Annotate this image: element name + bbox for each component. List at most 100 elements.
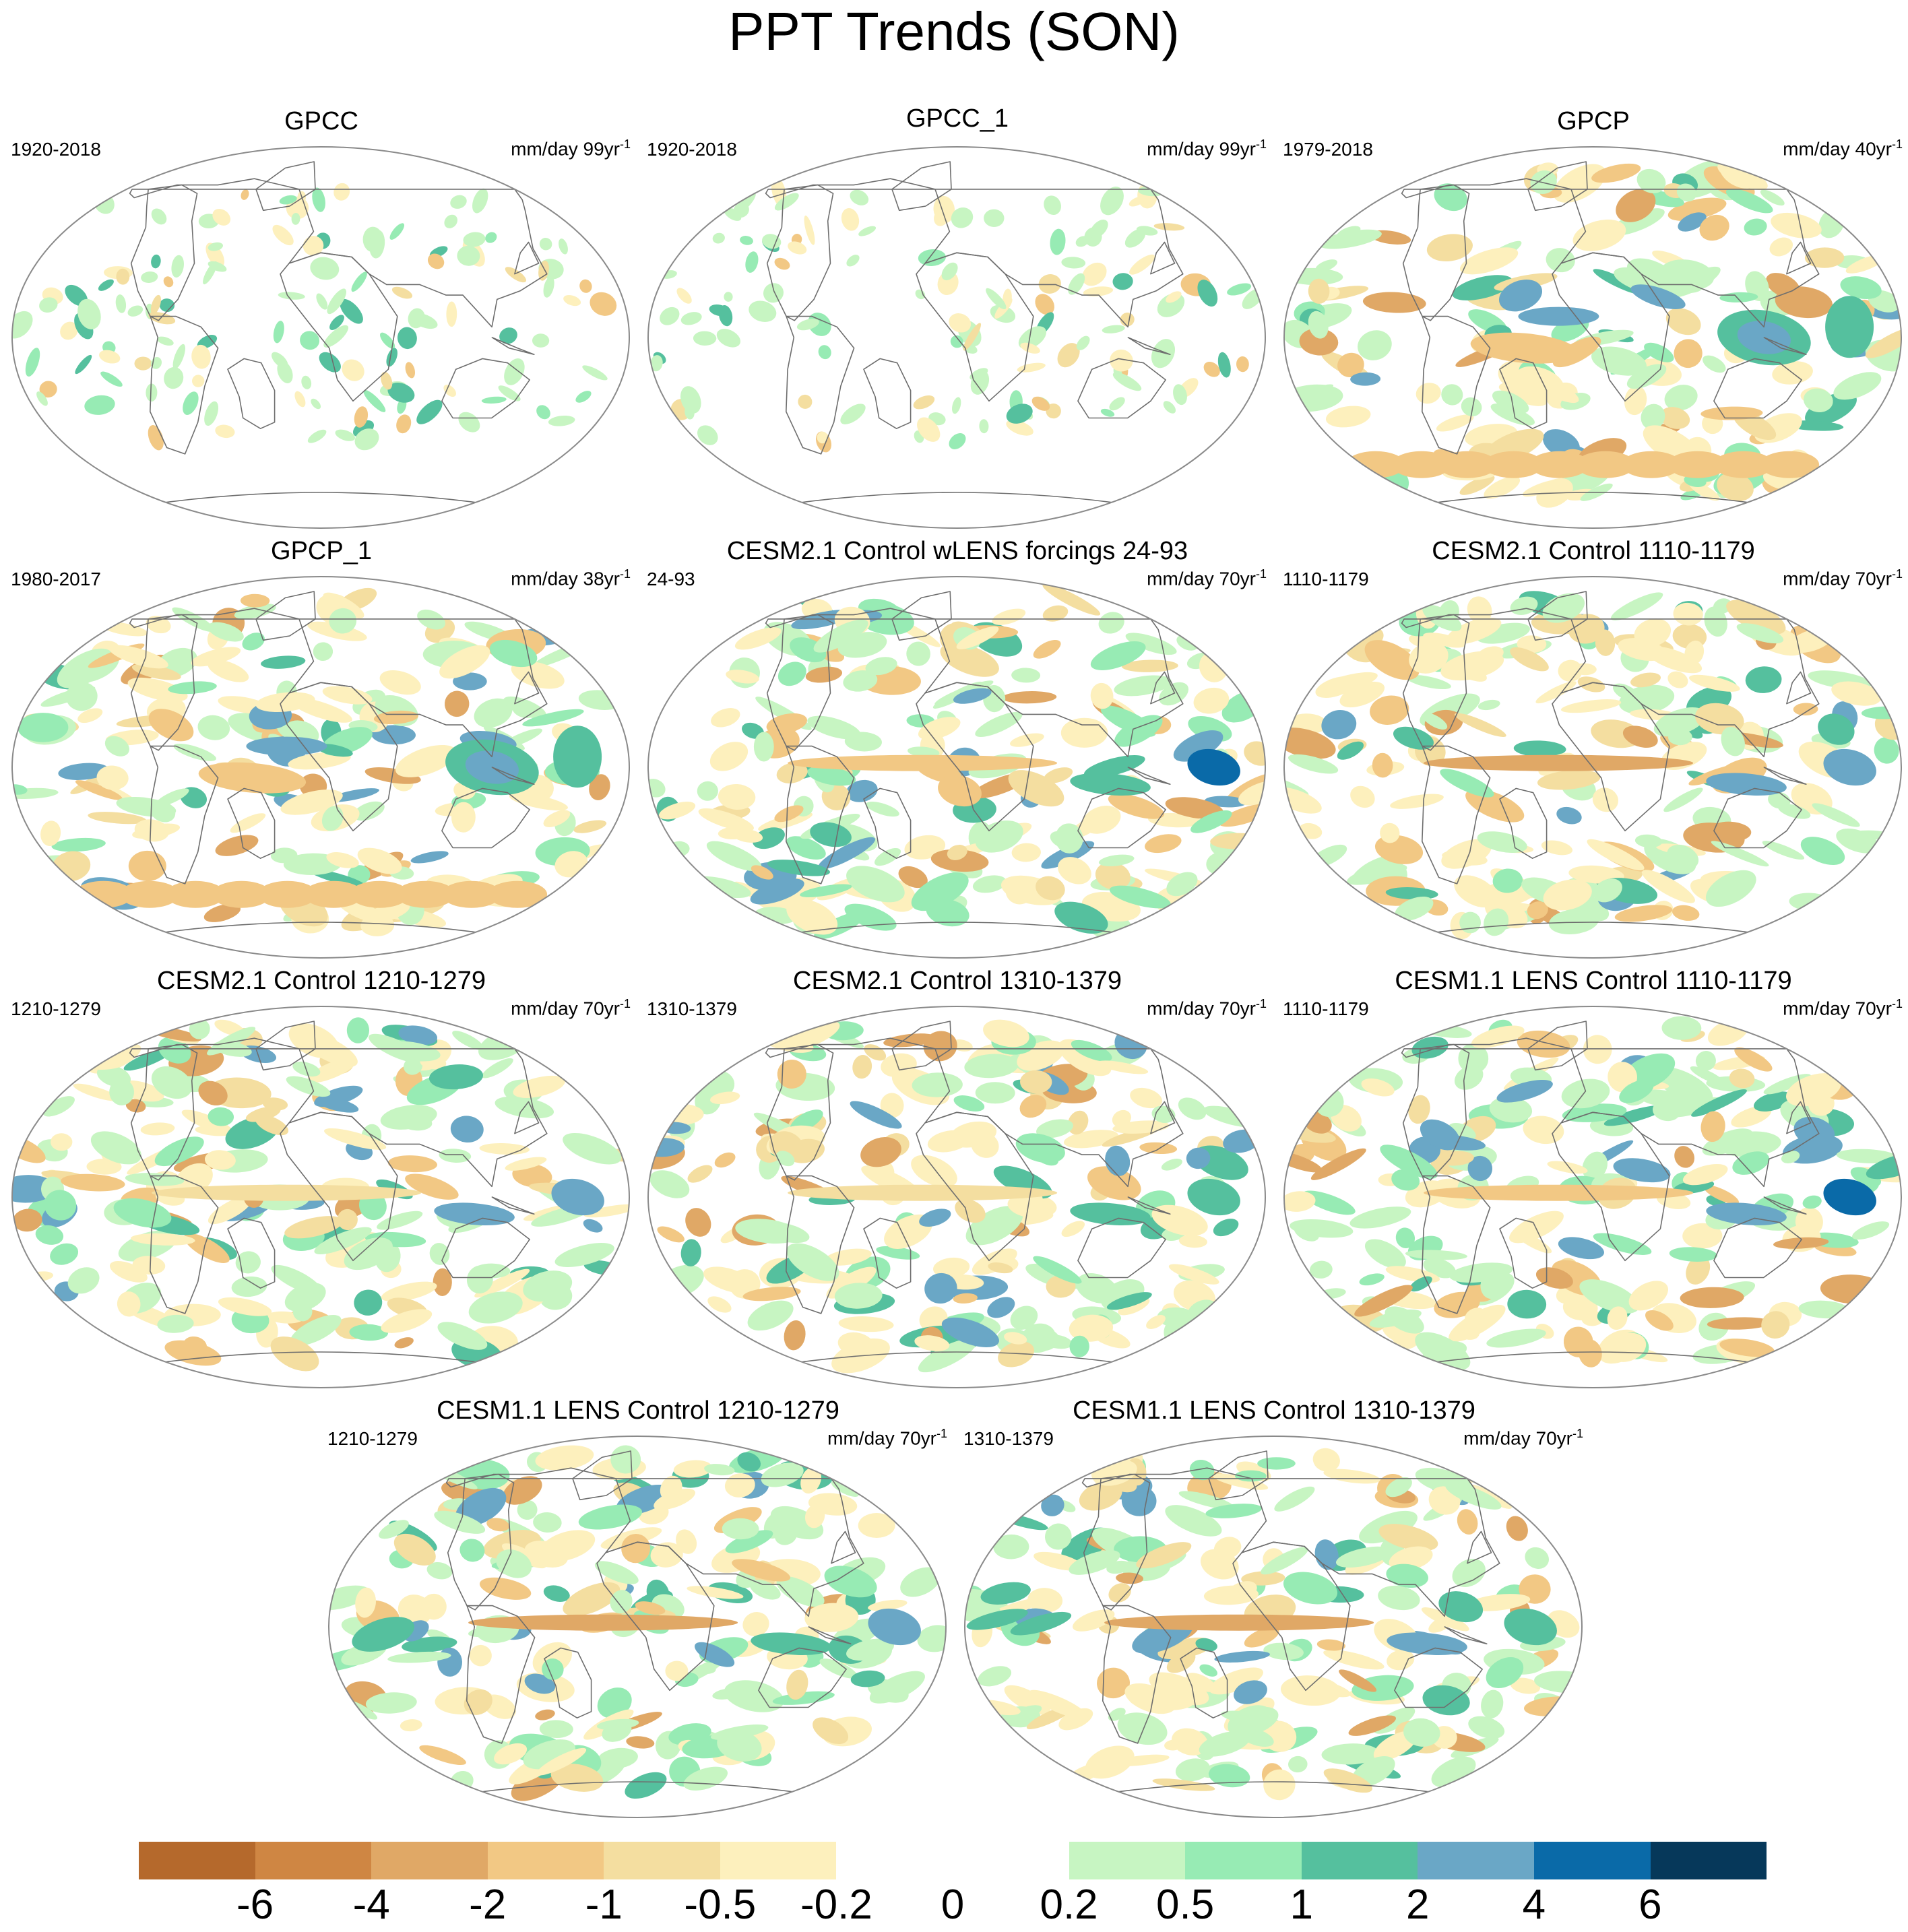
trend-contour (758, 812, 813, 832)
trend-contour (1323, 1768, 1372, 1793)
trend-contour (1661, 1016, 1702, 1040)
trend-contour (1227, 283, 1252, 296)
trend-contour (554, 1243, 614, 1267)
trend-contour (1165, 797, 1224, 819)
trend-contour (1166, 291, 1182, 303)
trend-contour (489, 639, 538, 668)
coastline (1402, 614, 1470, 751)
trend-contour (1548, 909, 1599, 934)
trend-contour (1630, 284, 1686, 309)
trend-contour (1812, 803, 1860, 827)
trend-contour (1325, 406, 1371, 428)
trend-contour (1308, 311, 1329, 339)
trend-contour (1011, 843, 1041, 862)
trend-contour (1067, 1110, 1089, 1135)
map-border (964, 1436, 1583, 1818)
panel-units-exponent: -1 (1891, 997, 1903, 1010)
map-frame (647, 575, 1267, 959)
trend-contour (444, 690, 470, 717)
trend-contour (865, 657, 897, 676)
trend-contour (132, 1256, 166, 1275)
trend-contour (680, 312, 702, 325)
trend-contour (1480, 1268, 1508, 1299)
trend-contour (496, 1549, 532, 1578)
trend-contour (933, 1257, 970, 1278)
trend-contour (1034, 1551, 1083, 1571)
trend-contour (1121, 659, 1178, 672)
trend-contour (1350, 372, 1381, 386)
trend-contour (96, 1065, 131, 1087)
trend-contour (369, 230, 385, 259)
trend-contour (1642, 870, 1695, 903)
trend-contour (740, 236, 753, 245)
trend-contour (346, 1017, 370, 1043)
trend-contour (1038, 274, 1061, 294)
trend-contour (657, 1226, 685, 1243)
trend-contour (1707, 1317, 1772, 1330)
trend-contour (1645, 1310, 1674, 1331)
trend-contour (1699, 214, 1729, 241)
trend-field (1284, 1016, 1901, 1371)
trend-contour (1041, 1494, 1064, 1516)
trend-contour (1409, 641, 1449, 674)
coastline (1422, 315, 1491, 455)
trend-contour (722, 1518, 759, 1540)
trend-contour (919, 1306, 948, 1332)
world-map (1283, 576, 1902, 959)
coastline (1083, 1473, 1151, 1611)
trend-contour (231, 1276, 267, 1297)
trend-contour (1076, 335, 1090, 350)
trend-contour (255, 692, 315, 713)
world-map (11, 576, 630, 959)
trend-contour (1117, 1712, 1168, 1745)
panel-units-exponent: -1 (619, 137, 631, 151)
trend-contour (742, 1287, 801, 1301)
world-map (1283, 1006, 1902, 1388)
colorbar-tick-label: 0.2 (1040, 1881, 1098, 1928)
trend-contour (270, 1336, 319, 1372)
trend-contour (1019, 1095, 1047, 1118)
trend-contour (964, 1054, 1019, 1078)
map-frame (1283, 1005, 1903, 1389)
trend-contour (1496, 1079, 1553, 1103)
coastline (1081, 1467, 1500, 1617)
trend-contour (1802, 1195, 1822, 1209)
trend-contour (458, 412, 480, 432)
trend-contour (1761, 1311, 1790, 1339)
trend-contour (594, 1561, 639, 1584)
trend-contour (804, 1603, 859, 1632)
trend-contour (109, 645, 168, 669)
trend-contour (1664, 385, 1698, 411)
trend-contour (443, 384, 457, 397)
trend-contour (543, 1585, 570, 1602)
trend-contour (485, 232, 497, 243)
trend-contour (1036, 876, 1065, 901)
trend-contour (67, 1267, 100, 1294)
trend-contour (953, 1293, 978, 1304)
trend-contour (419, 1745, 466, 1766)
trend-contour (1628, 1281, 1668, 1311)
trend-contour (1083, 286, 1114, 297)
trend-contour (762, 234, 782, 249)
indian-ocean-anomaly (1387, 1632, 1467, 1655)
southern-ocean-band (350, 880, 410, 908)
antarctica-coastline (118, 492, 523, 510)
trend-contour (1076, 1273, 1118, 1303)
panel-units: mm/day 70yr-1 (511, 993, 631, 1019)
trend-contour (1641, 404, 1665, 430)
trend-contour (860, 1137, 901, 1167)
trend-contour (517, 1500, 538, 1520)
trend-contour (1310, 1260, 1333, 1279)
trend-contour (1682, 1163, 1728, 1186)
world-map (647, 146, 1266, 529)
trend-contour (1691, 1089, 1747, 1117)
coastline (544, 1647, 592, 1718)
trend-contour (1577, 676, 1605, 693)
trend-contour (1008, 770, 1064, 807)
trend-contour (363, 389, 386, 412)
equatorial-band (788, 1184, 1058, 1201)
trend-contour (706, 841, 762, 872)
trend-contour (1010, 1306, 1038, 1330)
world-map (647, 1006, 1266, 1388)
trend-contour (676, 288, 692, 304)
